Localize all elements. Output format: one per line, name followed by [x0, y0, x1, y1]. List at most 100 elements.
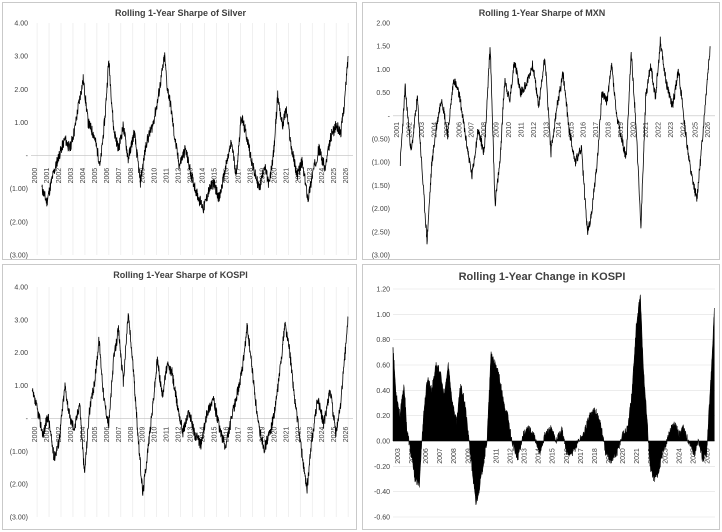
x-tick-label: 2007 [437, 448, 444, 464]
x-tick-label: 2002 [56, 427, 63, 443]
y-tick-label: (1.00) [10, 449, 28, 456]
x-tick-label: 2018 [592, 448, 599, 464]
y-tick-label: (1.00) [10, 186, 28, 193]
x-tick-label: 2006 [104, 168, 111, 184]
y-tick-label: 1.00 [376, 312, 390, 319]
x-tick-label: 2000 [32, 168, 39, 184]
x-tick-label: 2005 [92, 427, 99, 443]
y-tick-label: 1.00 [376, 67, 390, 74]
x-tick-label: 2008 [128, 168, 135, 184]
kospi-sharpe-panel: Rolling 1-Year Sharpe of KOSPI 4.00 3.00 2.… [2, 264, 357, 530]
x-tick-label: 2015 [212, 427, 219, 443]
x-tick-label: 2020 [630, 122, 637, 138]
x-tick-label: 2018 [606, 122, 613, 138]
chart-title: Rolling 1-Year Sharpe of MXN [479, 8, 606, 18]
x-tick-label: 2025 [331, 168, 338, 184]
x-tick-label: 2024 [680, 122, 687, 138]
x-tick-label: 2007 [116, 427, 123, 443]
x-tick-label: 2013 [522, 448, 529, 464]
x-tick-label: 2006 [456, 122, 463, 138]
x-tick-label: 2004 [80, 168, 87, 184]
x-tick-label: 2025 [331, 427, 338, 443]
x-tick-label: 2021 [283, 168, 290, 184]
x-tick-label: 2021 [634, 448, 641, 464]
x-tick-label: 2017 [235, 168, 242, 184]
x-tick-label: 2006 [104, 427, 111, 443]
y-tick-label: (1.50) [372, 183, 390, 190]
x-tick-label: 2012 [176, 427, 183, 443]
y-tick-label: 1.00 [14, 120, 28, 127]
x-tick-label: 2023 [668, 122, 675, 138]
x-tick-label: 2024 [319, 168, 326, 184]
x-tick-label: 2015 [568, 122, 575, 138]
x-tick-label: 2009 [140, 168, 147, 184]
x-tick-label: 2007 [116, 168, 123, 184]
silver-sharpe-chart: Rolling 1-Year Sharpe of Silver 4.00 3.00 2… [10, 8, 353, 260]
y-tick-label: 1.20 [376, 287, 390, 294]
y-tick-label: 0.80 [376, 337, 390, 344]
y-tick-label: 4.00 [14, 285, 28, 292]
y-tick-label: (3.00) [372, 253, 390, 260]
x-tick-label: 2012 [507, 448, 514, 464]
x-tick-label: 2017 [593, 122, 600, 138]
x-tick-label: 2020 [620, 448, 627, 464]
y-tick-label: 2.00 [14, 350, 28, 357]
x-tick-label: 2009 [140, 427, 147, 443]
x-tick-label: 2003 [68, 168, 75, 184]
x-tick-label: 2023 [307, 427, 314, 443]
x-tick-label: 2008 [451, 448, 458, 464]
y-tick-label: - [26, 153, 29, 160]
x-tick-label: 2001 [394, 122, 401, 138]
x-tick-label: 2013 [543, 122, 550, 138]
x-tick-label: 2000 [32, 427, 39, 443]
x-tick-label: 2001 [44, 427, 51, 443]
x-tick-label: 2026 [343, 168, 350, 184]
x-tick-label: 2014 [200, 168, 207, 184]
x-tick-label: 2019 [259, 427, 266, 443]
x-tick-label: 2020 [271, 168, 278, 184]
x-tick-label: 2025 [693, 122, 700, 138]
x-tick-label: 2010 [152, 427, 159, 443]
x-tick-label: 2007 [469, 122, 476, 138]
x-tick-label: 2012 [531, 122, 538, 138]
x-tick-label: 2003 [68, 427, 75, 443]
x-tick-label: 2023 [662, 448, 669, 464]
mxn-sharpe-chart: Rolling 1-Year Sharpe of MXN 2.00 1.50 1.00… [372, 8, 715, 260]
chart-title: Rolling 1-Year Change in KOSPI [459, 271, 626, 283]
x-tick-label: 2003 [395, 448, 402, 464]
x-tick-label: 2021 [643, 122, 650, 138]
x-tick-label: 2024 [319, 427, 326, 443]
x-tick-label: 2010 [506, 122, 513, 138]
mxn-sharpe-panel: Rolling 1-Year Sharpe of MXN 2.00 1.50 1.00… [362, 2, 720, 260]
series-line [399, 36, 711, 245]
x-tick-label: 2026 [704, 448, 711, 464]
y-tick-label: (2.00) [372, 206, 390, 213]
x-tick-label: 2016 [581, 122, 588, 138]
x-tick-label: 2011 [164, 168, 171, 183]
x-tick-label: 2026 [705, 122, 712, 138]
x-tick-label: 2024 [676, 448, 683, 464]
y-tick-label: (1.00) [372, 160, 390, 167]
y-tick-label: 3.00 [14, 317, 28, 324]
y-tick-label: (2.50) [372, 229, 390, 236]
x-tick-label: 2016 [223, 427, 230, 443]
y-tick-label: -0.40 [374, 489, 390, 496]
x-tick-label: 2022 [655, 122, 662, 138]
x-tick-label: 2006 [423, 448, 430, 464]
y-tick-label: -0.20 [374, 464, 390, 471]
x-tick-label: 2026 [343, 427, 350, 443]
x-tick-label: 2010 [152, 168, 159, 184]
x-tick-label: 2001 [44, 168, 51, 184]
chart-title: Rolling 1-Year Sharpe of KOSPI [113, 270, 248, 280]
y-tick-label: 0.20 [376, 413, 390, 420]
x-tick-label: 2021 [283, 427, 290, 443]
x-tick-label: 2008 [481, 122, 488, 138]
kospi-sharpe-chart: Rolling 1-Year Sharpe of KOSPI 4.00 3.00 2.… [10, 270, 353, 522]
y-tick-label: - [388, 113, 391, 120]
y-tick-label: 0.00 [376, 439, 390, 446]
y-tick-label: 1.50 [376, 44, 390, 51]
chart-title: Rolling 1-Year Sharpe of Silver [115, 8, 247, 18]
x-tick-label: 2015 [550, 448, 557, 464]
x-tick-label: 2017 [578, 448, 585, 464]
